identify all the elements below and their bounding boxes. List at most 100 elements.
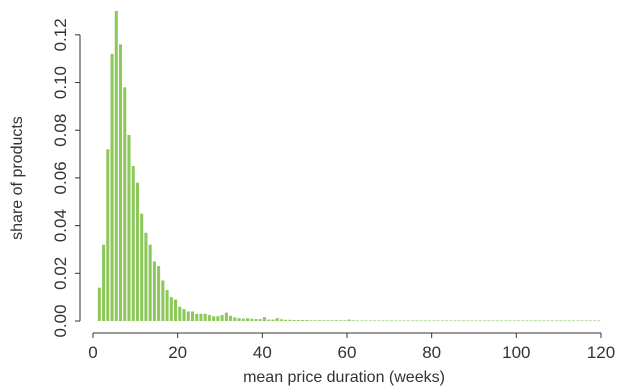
histogram-bar [372,320,377,322]
histogram-bar [237,318,241,321]
histogram-bar [580,320,584,322]
histogram-bar [368,320,372,322]
x-tick-label: 120 [587,343,615,362]
histogram-bar [182,309,186,321]
x-axis-ticks: 0 20 40 60 80 100 120 [88,333,615,362]
histogram-bar [271,319,275,321]
histogram-bar [478,320,482,322]
x-tick-label: 40 [253,343,272,362]
bars-group [97,11,601,322]
histogram-bar [195,313,199,321]
histogram-bar [394,320,398,322]
histogram-bar [351,320,355,321]
histogram-bar [313,320,317,321]
histogram-bar [542,320,546,322]
histogram-bar [262,317,266,321]
histogram-bar [377,320,381,322]
histogram-bar [229,315,233,321]
histogram-bar [123,87,127,321]
histogram-bar [339,320,343,321]
histogram-bar [423,320,427,322]
histogram-bar [343,320,347,321]
histogram-bar [317,320,322,321]
y-tick-label: 0.08 [51,114,70,147]
histogram-bar [516,320,520,322]
histogram-bar [538,320,542,322]
histogram-bar [559,320,563,322]
histogram-bar [284,319,288,321]
histogram-bar [419,320,423,322]
histogram-bar [279,319,283,321]
histogram-bar [301,320,305,321]
histogram-bar [199,313,203,321]
histogram-bar [203,313,207,321]
histogram-bar [165,290,169,321]
histogram-bar [432,320,436,322]
histogram-bar [466,320,470,322]
histogram-bar [347,319,351,321]
histogram-bar [385,320,389,322]
x-tick-label: 0 [88,343,97,362]
histogram-bar [161,280,165,321]
histogram-bar [381,320,385,322]
histogram-bar [267,319,271,321]
histogram-bar [567,320,571,322]
histogram-bar [406,320,410,322]
histogram-bar [402,320,406,322]
histogram-bar [114,11,118,321]
histogram-bar [296,320,300,321]
histogram-bar [593,320,597,322]
histogram-bar [292,320,296,321]
histogram-bar [127,135,131,321]
histogram-bar [563,320,567,322]
histogram-bar [428,320,432,322]
histogram-bar [288,319,292,321]
histogram-bar [102,244,106,321]
x-tick-label: 100 [502,343,530,362]
histogram-bar [453,320,457,322]
histogram-bar [305,320,309,321]
histogram-bar [457,320,461,322]
histogram-bar [309,320,313,321]
histogram-bar [588,320,592,322]
y-tick-label: 0.00 [51,304,70,337]
histogram-bar [470,320,474,322]
histogram-bar [216,316,220,321]
histogram-bar [106,149,110,321]
histogram-bar [334,320,338,321]
histogram-bar [529,320,533,322]
histogram-bar [483,320,487,322]
histogram-bar [546,320,550,322]
histogram-bar [356,320,360,322]
histogram-bar [550,320,554,322]
histogram-bar [444,320,449,322]
histogram-bar [178,306,182,321]
histogram-bar [491,320,495,322]
histogram-bar [224,312,228,321]
histogram-bar [576,320,580,322]
histogram-bar [525,320,529,322]
histogram-bar [521,320,525,322]
y-tick-label: 0.12 [51,18,70,51]
histogram-bar [250,318,254,321]
histogram-bar [584,320,588,322]
histogram-bar [140,213,144,321]
y-axis-ticks: 0.00 0.02 0.04 0.06 0.08 0.10 0.12 [51,18,80,338]
histogram-bar [157,266,161,321]
x-tick-label: 80 [422,343,441,362]
histogram-bar [97,287,101,321]
histogram-bar [207,315,211,321]
y-tick-label: 0.06 [51,161,70,194]
histogram-bar [411,320,415,322]
histogram-bar [597,320,601,322]
histogram-bar [233,317,237,321]
histogram-bar [440,320,444,322]
histogram-bar [275,318,279,321]
histogram-bar [499,320,504,322]
x-tick-label: 20 [168,343,187,362]
histogram-bar [533,320,537,322]
y-tick-label: 0.10 [51,66,70,99]
histogram-bar [190,311,195,321]
histogram-bar [241,318,245,321]
